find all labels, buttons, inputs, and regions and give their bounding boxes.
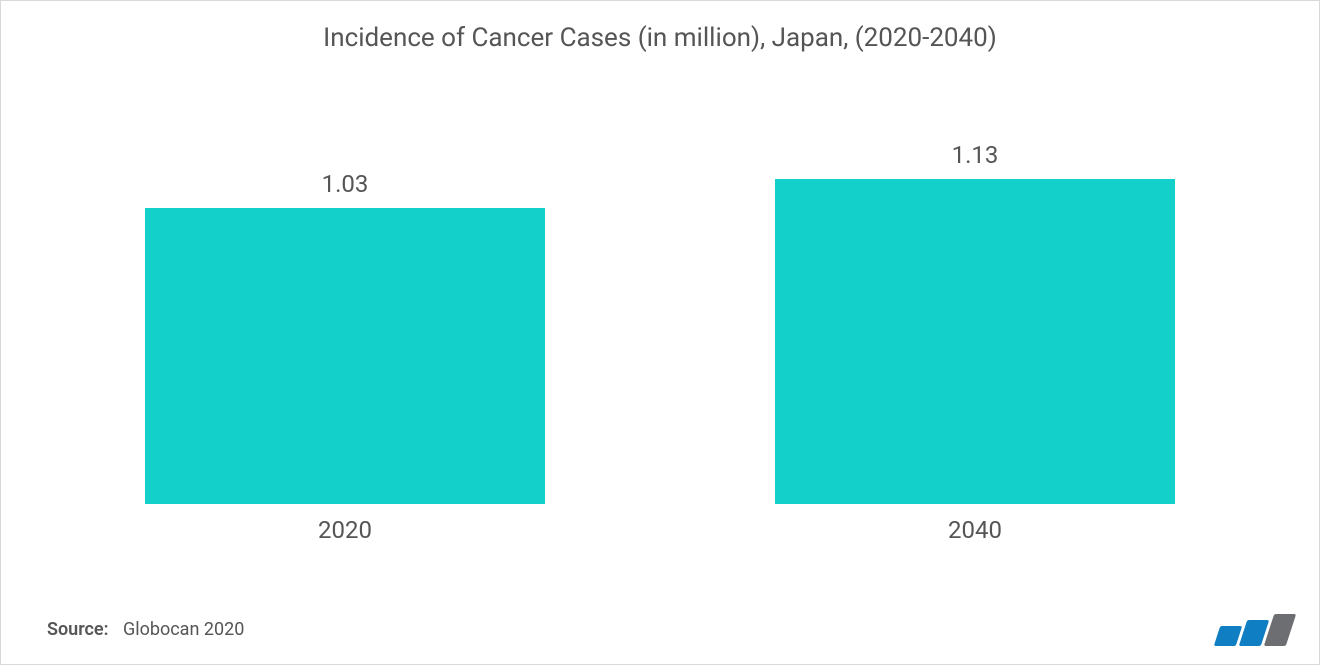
logo-bar-icon: [1264, 614, 1296, 646]
bar: [145, 208, 545, 504]
bar: [775, 179, 1175, 504]
source-label: Source:: [47, 619, 109, 640]
logo-bar-icon: [1214, 626, 1242, 646]
source-footer: Source: Globocan 2020: [47, 619, 244, 640]
brand-logo-icon: [1217, 614, 1291, 646]
bar-group: 1.13 2040: [775, 141, 1175, 544]
bar-group: 1.03 2020: [145, 170, 545, 544]
source-value: Globocan 2020: [123, 619, 244, 640]
bar-value-label: 1.13: [952, 141, 999, 169]
chart-plot-area: 1.03 2020 1.13 2040: [1, 71, 1319, 574]
bar-value-label: 1.03: [322, 170, 369, 198]
chart-title: Incidence of Cancer Cases (in million), …: [1, 1, 1319, 53]
bar-category-label: 2020: [318, 516, 372, 544]
bar-category-label: 2040: [948, 516, 1002, 544]
